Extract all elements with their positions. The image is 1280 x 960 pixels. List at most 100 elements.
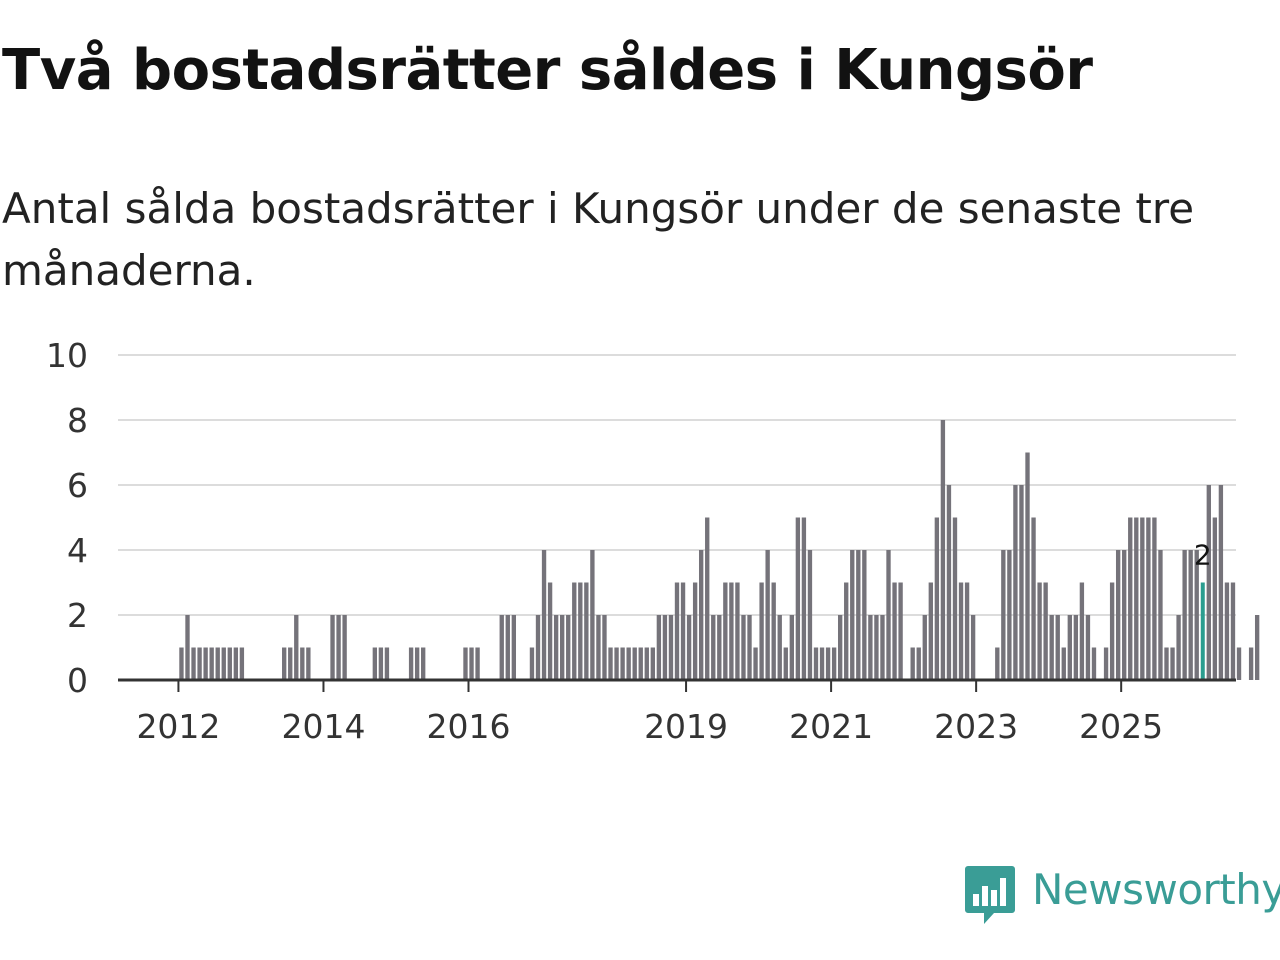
y-tick-label: 10 [46,336,88,375]
bar [783,647,788,680]
bar [602,615,607,680]
bar [1140,517,1145,680]
bar [1122,550,1127,680]
bar [421,647,426,680]
bar [668,615,674,680]
bar [874,615,879,680]
bar [384,647,390,680]
x-tick-label: 2021 [789,707,873,746]
bar [469,647,474,680]
bar [547,582,553,680]
bar [1236,647,1242,680]
bar-chart-speech-bubble-icon [965,866,1015,924]
bar [1055,615,1060,680]
bar [294,615,299,680]
bar [1013,485,1018,680]
bar [723,582,728,680]
bar [535,615,541,680]
bar [1079,582,1085,680]
bar [705,517,710,680]
bar [692,582,698,680]
bar [1091,647,1097,680]
bar [880,615,885,680]
bar [1164,647,1169,680]
bar [342,615,347,680]
bar [662,615,668,680]
bar [819,647,825,680]
bar [1109,582,1115,680]
bar [596,615,601,680]
bar [227,647,232,680]
bar [463,647,468,680]
bar [910,647,915,680]
bar [958,582,964,680]
bar [179,647,184,680]
bar [584,582,589,680]
bar [1103,647,1109,680]
y-tick-label: 0 [67,661,88,700]
x-tick-label: 2016 [427,707,511,746]
brand-name: Newsworthy [1032,865,1280,914]
bar [837,615,843,680]
bar-chart: 0 2 4 6 8 10 2 2012 2014 2016 2019 2021 2023 2025 [46,336,1260,746]
bar [711,615,716,680]
bar [541,550,547,680]
bar [1254,615,1260,680]
bar [831,647,837,680]
bar [1073,615,1079,680]
bar [789,615,794,680]
x-tick-label: 2025 [1079,707,1163,746]
bar [656,615,662,680]
bar [771,582,776,680]
bar [1049,615,1054,680]
bar [288,647,293,680]
bar [741,615,746,680]
bar [777,615,782,680]
bar [698,550,704,680]
x-tick-label: 2014 [281,707,365,746]
bar [203,647,208,680]
bar [1025,452,1030,680]
bar [1043,582,1048,680]
bar [717,615,722,680]
bar [626,647,631,680]
bar [795,517,801,680]
bar [1218,485,1224,680]
bar [801,517,807,680]
bar [650,647,656,680]
x-tick-label: 2012 [136,707,220,746]
x-tick-label: 2019 [644,707,728,746]
page-title: Två bostadsrätter såldes i Kungsör [2,38,1093,103]
bar [674,582,680,680]
bar [306,647,311,680]
bar [614,647,619,680]
bar [1031,517,1036,680]
bar [686,615,692,680]
bar [511,615,517,680]
bar [553,615,559,680]
bar [1188,550,1193,680]
bar [1224,582,1230,680]
bar [765,550,770,680]
bar [505,615,510,680]
y-tick-label: 8 [67,401,88,440]
bar [1128,517,1133,680]
bar [378,647,384,680]
bar [952,517,958,680]
bar [1182,550,1187,680]
bar [892,582,897,680]
bar [330,615,335,680]
bar [197,647,202,680]
bar [1019,485,1024,680]
bar [844,582,849,680]
data-label: 2 [1194,539,1212,572]
bar [1212,517,1218,680]
bar [1248,647,1254,680]
bar [215,647,220,680]
bar [408,647,414,680]
bar [1061,647,1066,680]
bar [964,582,970,680]
bar [590,550,595,680]
bar [735,582,740,680]
bar [300,647,305,680]
